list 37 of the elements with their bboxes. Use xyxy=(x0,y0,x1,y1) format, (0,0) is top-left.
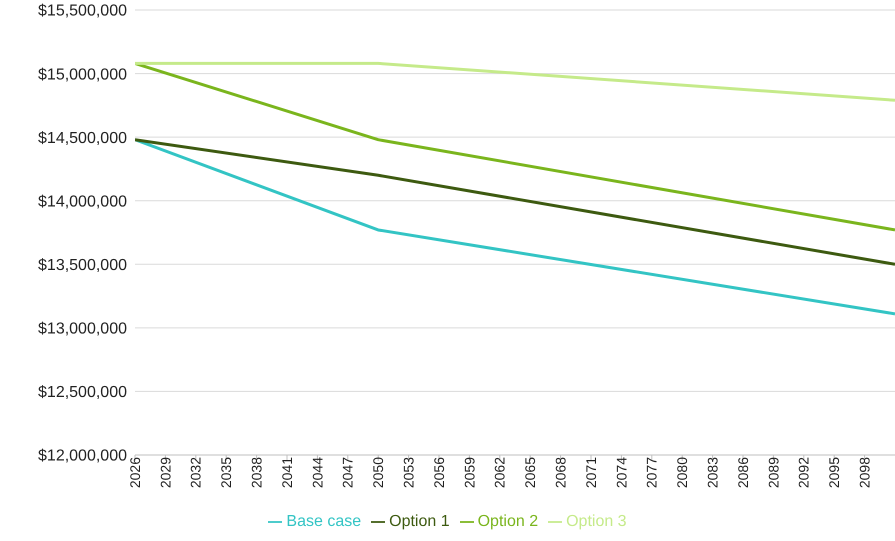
legend-label: Base case xyxy=(286,513,362,530)
x-tick-label: 2029 xyxy=(157,456,174,488)
y-tick-label: $15,000,000 xyxy=(38,66,128,84)
legend-label: Option 3 xyxy=(566,513,627,530)
x-tick-label: 2098 xyxy=(856,456,873,488)
x-tick-label: 2074 xyxy=(613,456,630,488)
x-tick-label: 2050 xyxy=(370,456,386,488)
y-tick-label: $12,000,000 xyxy=(38,448,128,465)
x-tick-label: 2092 xyxy=(796,456,812,488)
x-tick-label: 2032 xyxy=(188,456,204,488)
x-tick-label: 2047 xyxy=(340,456,356,488)
x-tick-label: 2041 xyxy=(278,456,295,488)
x-tick-label: 2083 xyxy=(704,456,721,488)
x-tick-label: 2068 xyxy=(552,456,569,488)
x-tick-label: 2077 xyxy=(644,456,660,488)
legend-label: Option 2 xyxy=(478,513,538,530)
y-tick-label: $15,500,000 xyxy=(38,2,128,20)
x-tick-label: 2080 xyxy=(674,456,690,488)
x-tick-label: 2053 xyxy=(400,456,417,488)
x-tick-label: 2089 xyxy=(765,456,782,488)
x-tick-label: 2044 xyxy=(309,456,326,488)
legend-label: Option 1 xyxy=(389,513,450,530)
x-tick-label: 2086 xyxy=(734,456,751,488)
x-tick-label: 2059 xyxy=(461,456,478,488)
x-tick-label: 2095 xyxy=(826,456,842,488)
x-tick-label: 2062 xyxy=(492,456,508,488)
x-tick-label: 2071 xyxy=(582,456,599,488)
y-tick-label: $13,500,000 xyxy=(38,256,128,274)
x-tick-label: 2065 xyxy=(522,456,538,488)
x-tick-label: 2026 xyxy=(126,456,143,488)
x-tick-label: 2035 xyxy=(218,456,234,488)
x-tick-label: 2056 xyxy=(430,456,447,488)
x-tick-label: 2038 xyxy=(248,456,265,488)
y-tick-label: $14,000,000 xyxy=(38,193,128,210)
y-tick-label: $13,000,000 xyxy=(38,320,128,338)
y-tick-label: $12,500,000 xyxy=(38,384,128,402)
y-tick-label: $14,500,000 xyxy=(38,130,128,147)
